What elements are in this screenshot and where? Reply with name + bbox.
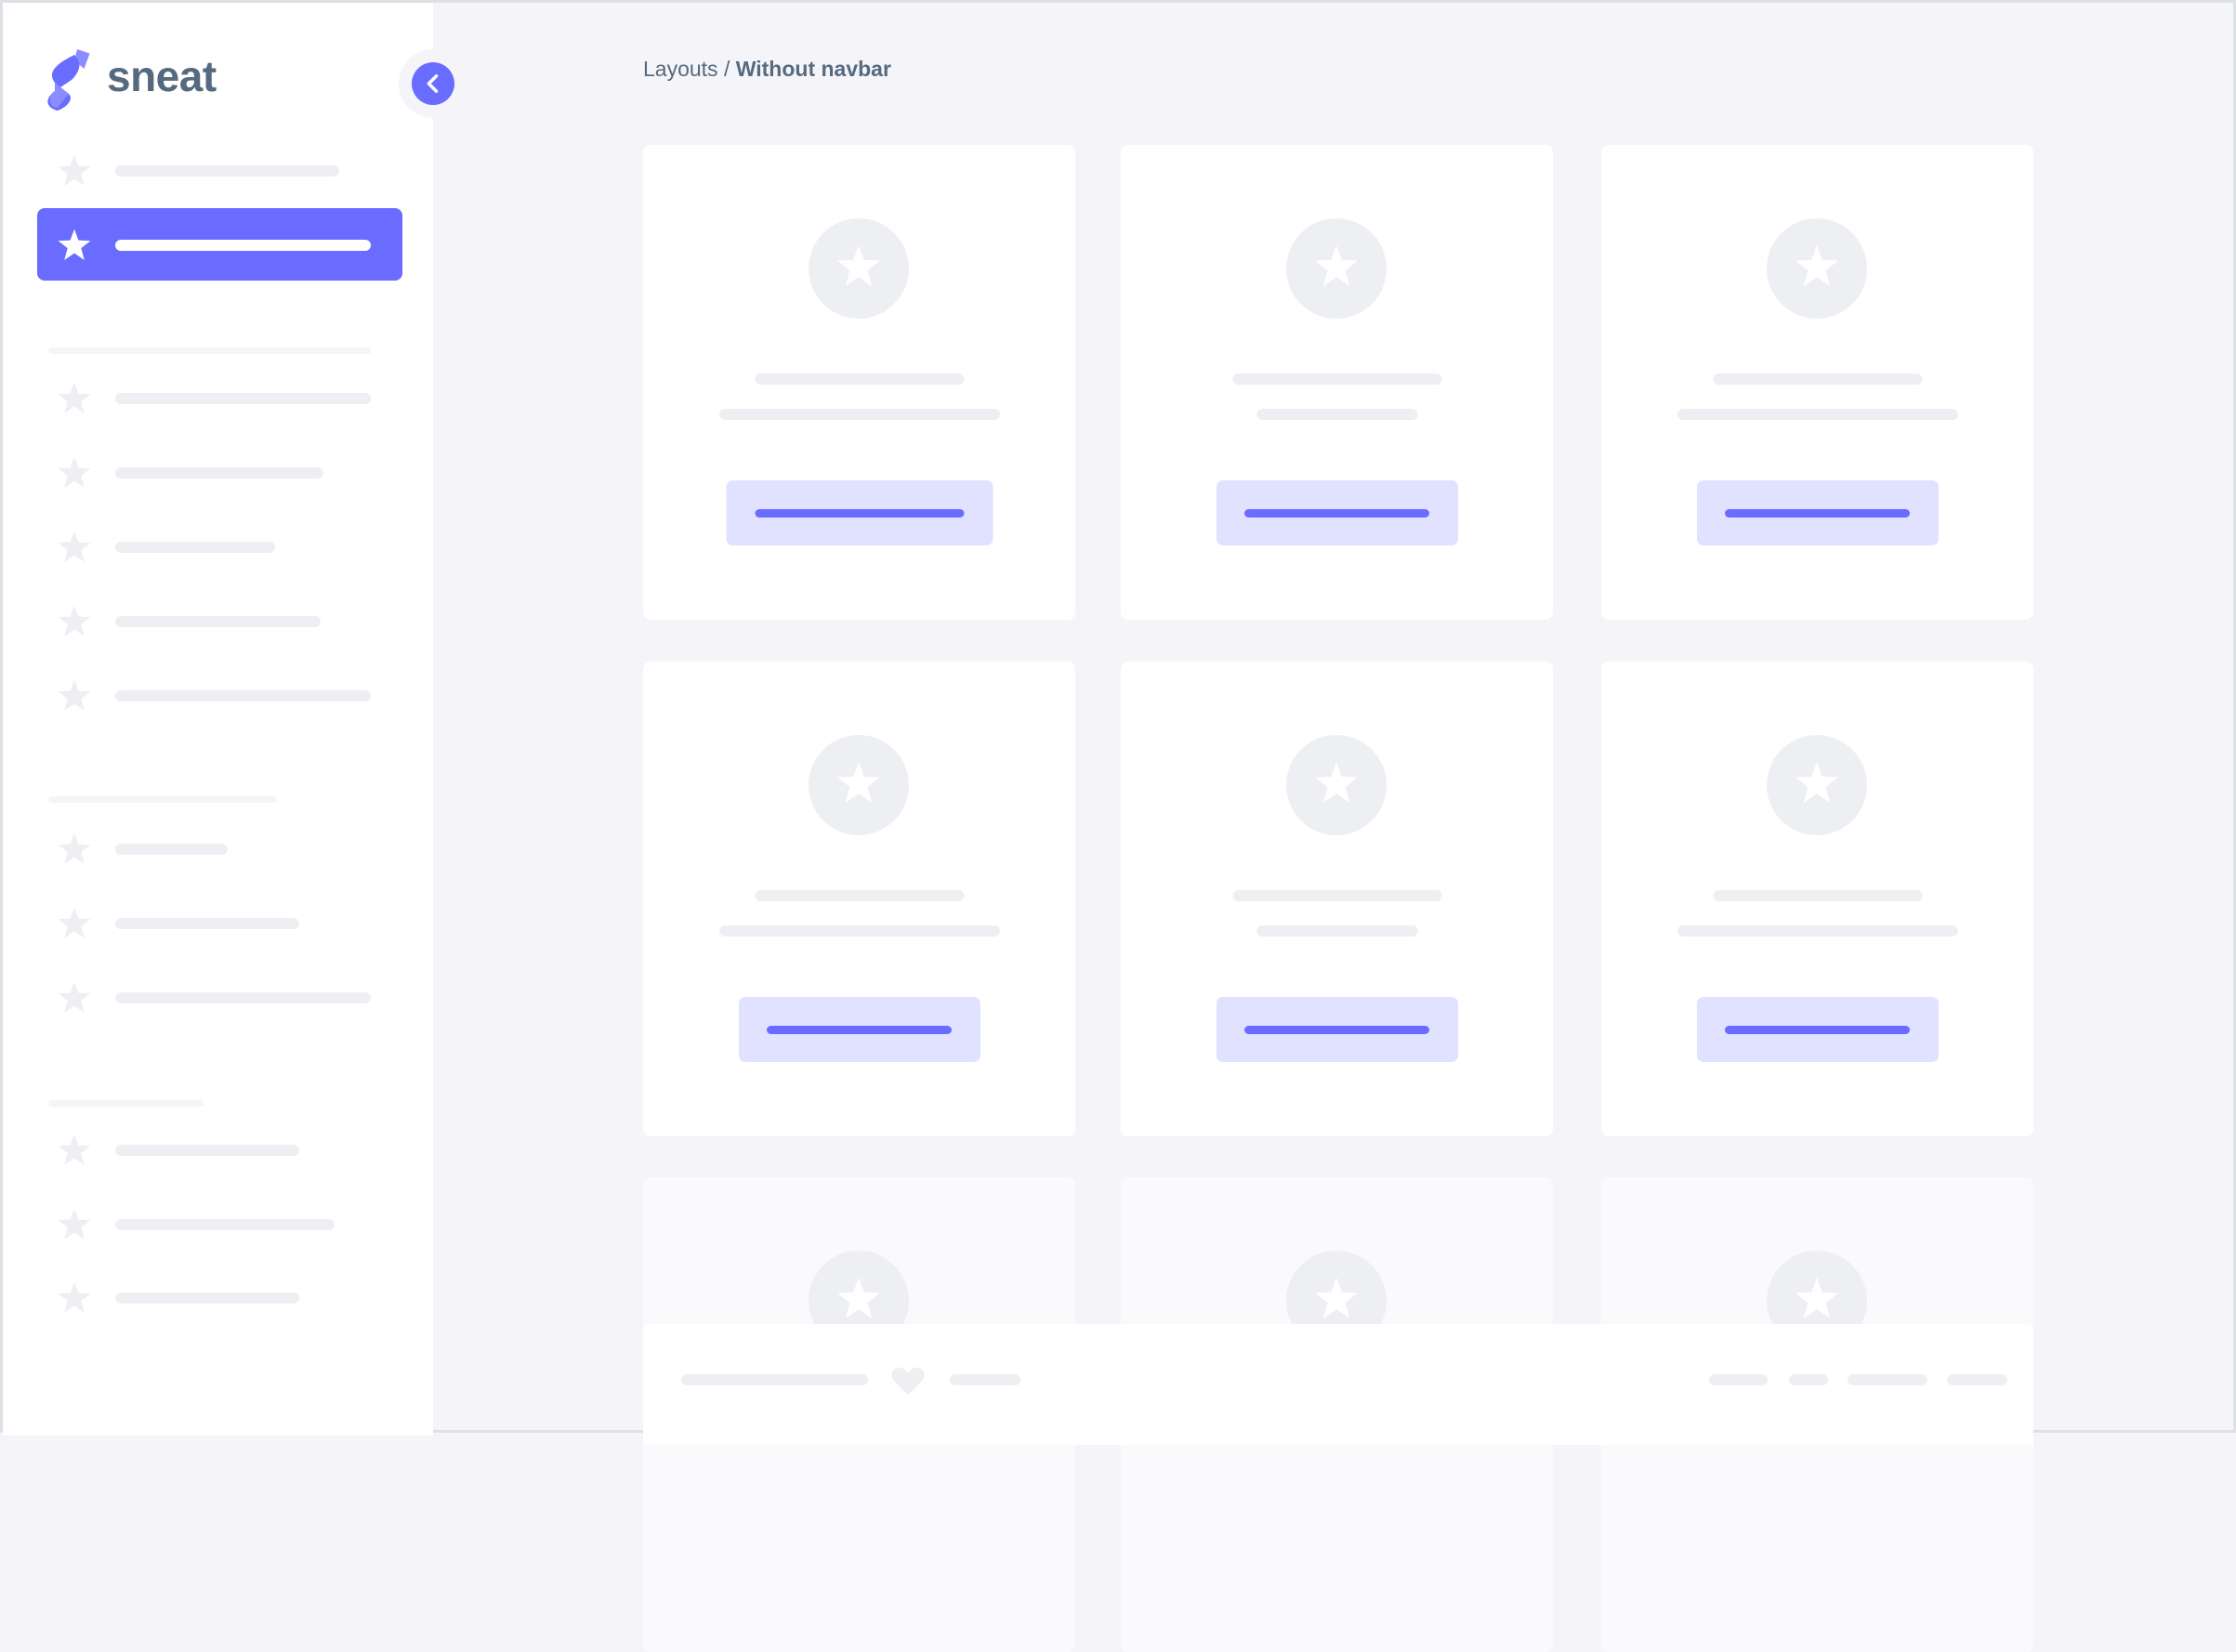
logo-icon (44, 46, 94, 113)
card (1121, 145, 1553, 620)
star-icon (57, 1133, 92, 1168)
sidebar-item[interactable] (115, 844, 228, 855)
footer-link[interactable] (1709, 1374, 1768, 1385)
card-title (755, 890, 964, 901)
footer (643, 1324, 2033, 1445)
card-button[interactable] (726, 480, 993, 545)
card (1601, 145, 2033, 620)
logo-text: sneat (107, 52, 217, 100)
sidebar-item[interactable] (115, 1219, 335, 1230)
collapse-sidebar-button[interactable] (412, 62, 454, 105)
card (1121, 662, 1553, 1136)
card-button-label (1725, 508, 1910, 518)
card-avatar (1286, 218, 1387, 319)
heart-icon (889, 1363, 927, 1396)
card-button-label (755, 508, 964, 518)
sidebar-item[interactable] (115, 165, 339, 177)
star-icon (1313, 760, 1360, 811)
footer-link[interactable] (1848, 1374, 1927, 1385)
sidebar-section-header (48, 796, 277, 803)
star-icon (57, 906, 92, 941)
sidebar-item[interactable] (115, 992, 371, 1003)
star-icon (57, 832, 92, 867)
sidebar-section-header (48, 1100, 204, 1107)
card (1601, 662, 2033, 1136)
card-avatar (809, 735, 909, 835)
star-icon (57, 153, 92, 189)
sidebar-item[interactable] (115, 616, 321, 627)
star-icon (57, 980, 92, 1016)
star-icon (835, 243, 882, 295)
sidebar-item[interactable] (115, 918, 299, 929)
card-subtitle (1677, 409, 1958, 420)
card-button[interactable] (1696, 480, 1939, 545)
card-button[interactable] (1696, 997, 1939, 1062)
sidebar-item[interactable] (115, 240, 371, 251)
card-subtitle (718, 925, 1000, 937)
card-button-label (767, 1025, 952, 1034)
star-icon (1794, 243, 1840, 295)
footer-link[interactable] (1789, 1374, 1828, 1385)
card-title (1713, 890, 1922, 901)
card-button[interactable] (1216, 997, 1458, 1062)
star-icon (57, 1280, 92, 1316)
card-subtitle (1677, 925, 1958, 937)
star-icon (57, 381, 92, 416)
sidebar-item[interactable] (115, 1145, 299, 1156)
sidebar-item[interactable] (115, 690, 371, 701)
sidebar: sneat (3, 3, 467, 1436)
sidebar-item[interactable] (115, 1292, 299, 1304)
star-icon (835, 1276, 882, 1327)
sidebar-item[interactable] (115, 542, 275, 553)
star-icon (835, 760, 882, 811)
breadcrumb-separator: / (717, 57, 736, 81)
star-icon (57, 455, 92, 491)
star-icon (1794, 1276, 1840, 1327)
card-button-label (1244, 1025, 1429, 1034)
card (643, 662, 1075, 1136)
card-button-label (1244, 508, 1429, 518)
card-avatar (1767, 218, 1867, 319)
card-avatar (1286, 735, 1387, 835)
card-avatar (809, 218, 909, 319)
sidebar-item[interactable] (115, 467, 323, 479)
footer-link[interactable] (1947, 1374, 2007, 1385)
star-icon (57, 228, 92, 263)
star-icon (1313, 1276, 1360, 1327)
star-icon (57, 604, 92, 639)
breadcrumb: Layouts / Without navbar (643, 57, 891, 82)
footer-link[interactable] (950, 1374, 1020, 1385)
star-icon (1313, 243, 1360, 295)
sidebar-section-header (48, 347, 371, 354)
star-icon (1794, 760, 1840, 811)
breadcrumb-parent[interactable]: Layouts (643, 57, 718, 81)
footer-text (681, 1374, 868, 1385)
card-title (1232, 890, 1441, 901)
card (643, 145, 1075, 620)
sidebar-item[interactable] (115, 393, 371, 404)
star-icon (57, 530, 92, 565)
card-subtitle (1256, 409, 1417, 420)
star-icon (57, 678, 92, 714)
breadcrumb-current: Without navbar (735, 57, 891, 81)
card-title (1232, 374, 1441, 385)
star-icon (57, 1207, 92, 1242)
card-avatar (1767, 735, 1867, 835)
card-button[interactable] (738, 997, 980, 1062)
card-subtitle (1256, 925, 1417, 937)
card-button-label (1725, 1025, 1910, 1034)
chevron-left-icon (427, 74, 439, 93)
card-title (755, 374, 964, 385)
card-subtitle (718, 409, 1000, 420)
card-button[interactable] (1216, 480, 1458, 545)
card-title (1713, 374, 1922, 385)
